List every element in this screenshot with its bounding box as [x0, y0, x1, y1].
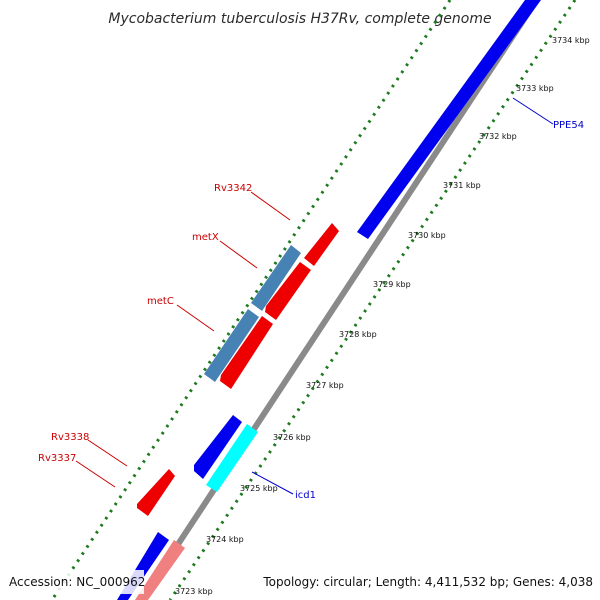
scale-label-3725: 3725 kbp [240, 484, 278, 493]
summary-backdrop [256, 570, 596, 594]
topology-summary: Topology: circular; Length: 4,411,532 bp… [262, 575, 593, 589]
gene-feature-forward[interactable] [194, 415, 242, 479]
scale-label-3724: 3724 kbp [206, 535, 244, 544]
scale-label-3732: 3732 kbp [479, 132, 517, 141]
accession-backdrop [4, 570, 144, 594]
scale-label-3731: 3731 kbp [443, 181, 481, 190]
inner-tick-ring [168, 0, 577, 600]
gene-feature-rv3337[interactable] [137, 469, 175, 516]
gene-feature-steelblue-lower[interactable] [204, 309, 259, 382]
leader-icd1 [251, 471, 294, 495]
scale-label-3728: 3728 kbp [339, 330, 377, 339]
scale-label-3729: 3729 kbp [373, 280, 411, 289]
leader-metc [176, 304, 215, 332]
gene-feature-icd1[interactable] [206, 424, 258, 492]
gene-feature-metc[interactable] [220, 316, 273, 389]
genome-backbone [137, 0, 541, 600]
accession-text: Accession: NC_000962 [9, 575, 145, 589]
gene-feature-metx[interactable] [265, 262, 311, 320]
scale-label-3733: 3733 kbp [516, 84, 554, 93]
scale-label-3730: 3730 kbp [408, 231, 446, 240]
gene-label-icd1: icd1 [295, 490, 316, 501]
gene-label-metx: metX [192, 232, 219, 243]
outer-tick-ring [50, 0, 452, 600]
scale-label-3726: 3726 kbp [273, 433, 311, 442]
gene-label-rv3342: Rv3342 [214, 183, 252, 194]
gene-feature-pink[interactable] [135, 540, 185, 600]
leader-metx [219, 240, 258, 269]
scale-label-3723: 3723 kbp [175, 587, 213, 596]
gene-feature-rv3342[interactable] [304, 223, 339, 266]
gene-label-rv3337: Rv3337 [38, 453, 76, 464]
gene-feature-steelblue-upper[interactable] [251, 245, 301, 311]
map-title: Mycobacterium tuberculosis H37Rv, comple… [108, 11, 491, 27]
gene-feature-ppe54[interactable] [357, 0, 541, 239]
gene-label-metc: metC [147, 296, 174, 307]
gene-label-rv3338: Rv3338 [51, 432, 89, 443]
leader-rv3342 [250, 191, 291, 221]
leader-rv3337 [75, 460, 116, 488]
leader-rv3338 [87, 439, 128, 467]
scale-label-3727: 3727 kbp [306, 381, 344, 390]
scale-label-3734: 3734 kbp [552, 36, 590, 45]
gene-label-ppe54: PPE54 [553, 120, 584, 131]
leader-ppe54 [512, 97, 554, 125]
